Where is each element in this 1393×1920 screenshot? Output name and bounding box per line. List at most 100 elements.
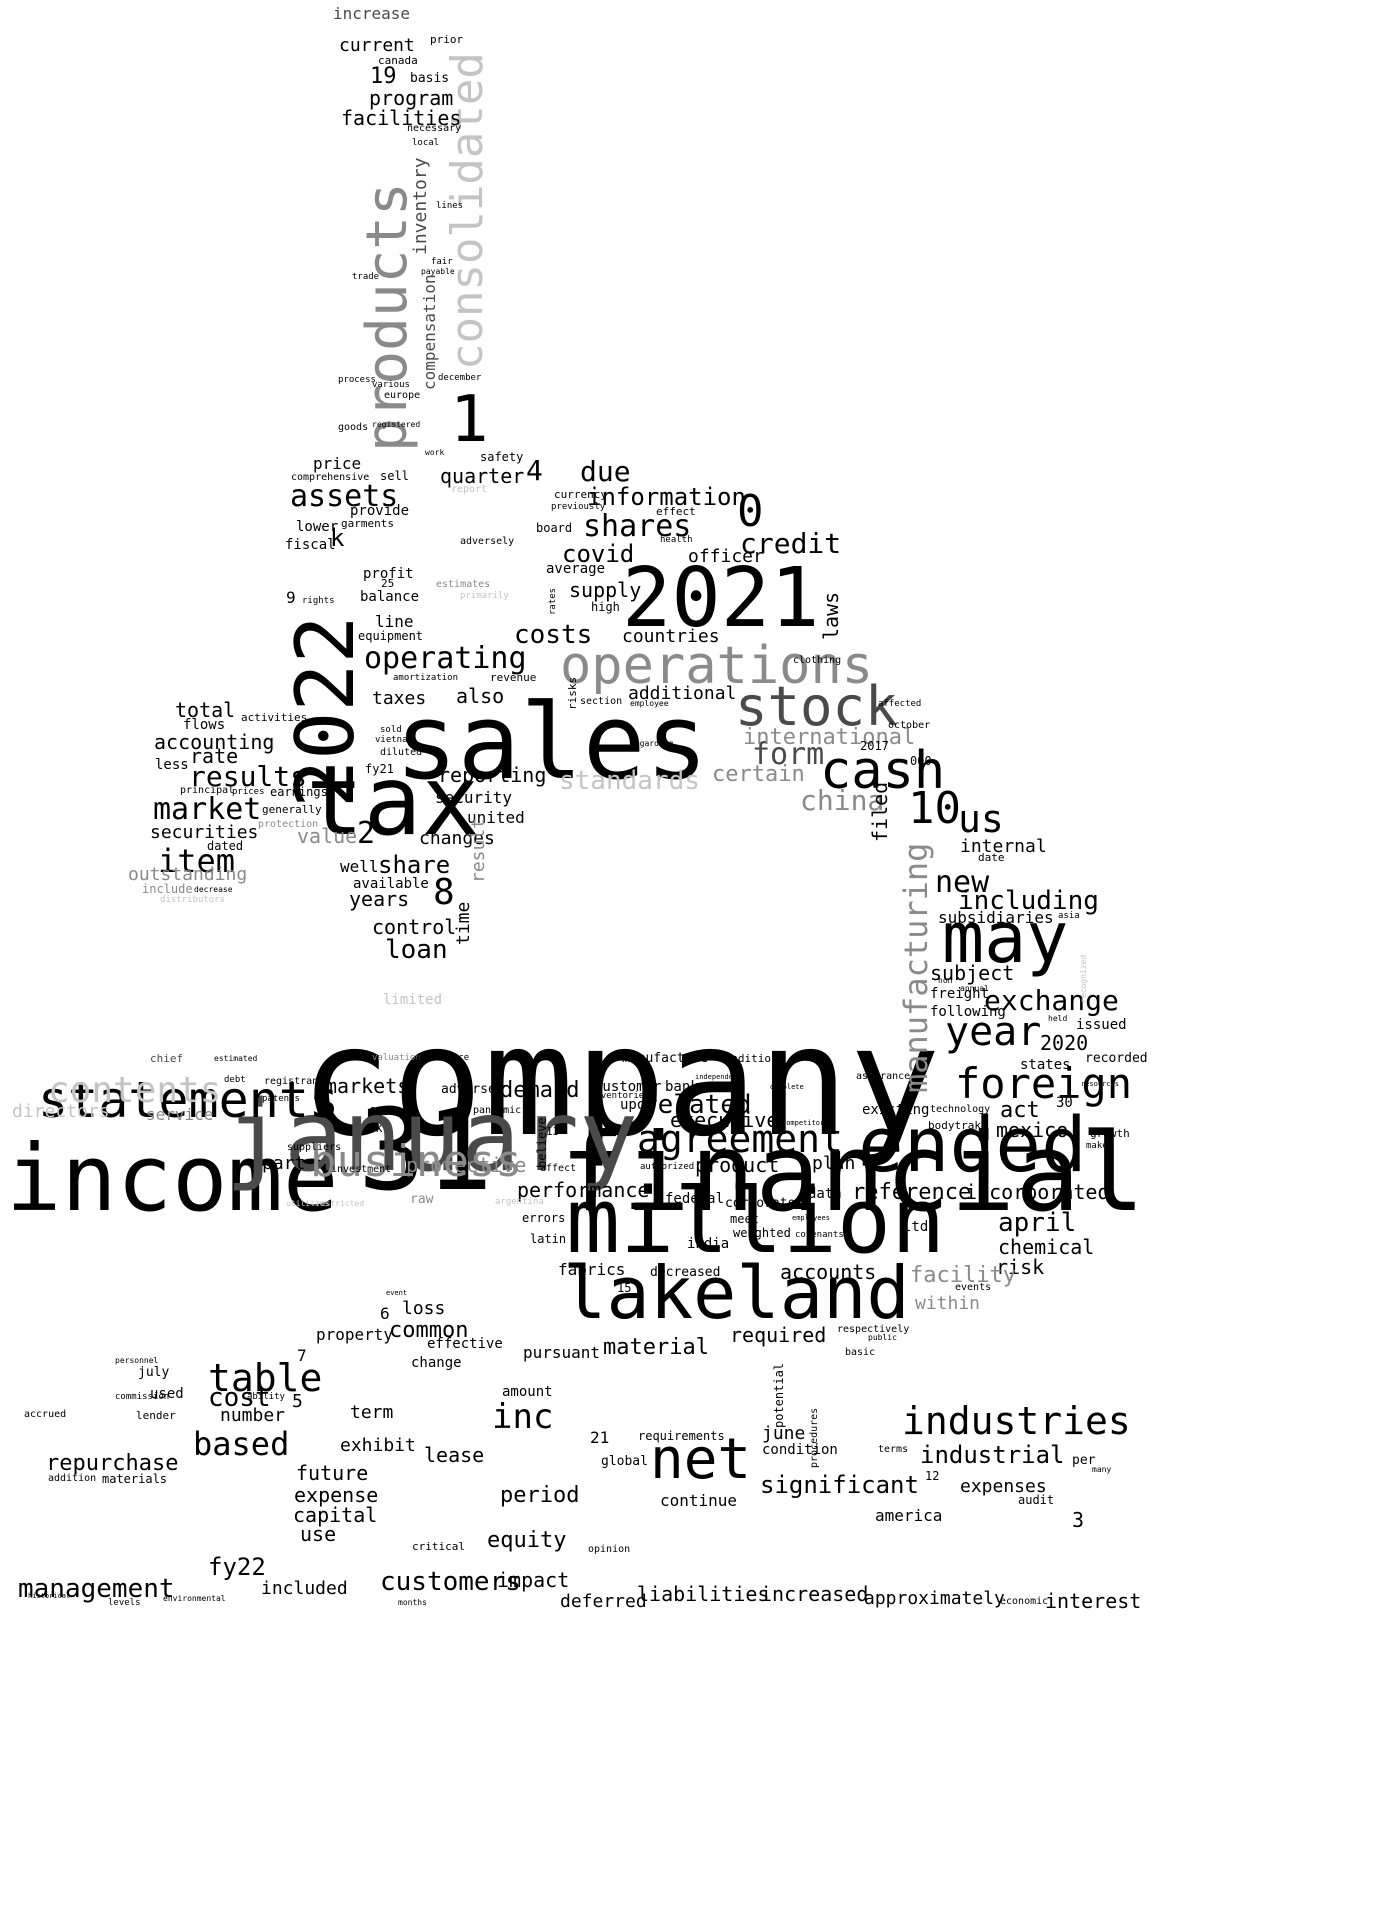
word-table: table bbox=[208, 1356, 323, 1400]
word-000: 000 bbox=[910, 754, 932, 768]
word-previously: previously bbox=[551, 502, 606, 512]
word-value: value bbox=[297, 824, 358, 848]
word-industries: industries bbox=[902, 1399, 1131, 1443]
word-international: international bbox=[743, 725, 916, 750]
word-item: item bbox=[158, 842, 236, 880]
word-bodytrak: bodytrak bbox=[928, 1119, 981, 1132]
word-lease: lease bbox=[424, 1443, 485, 1467]
word-within: within bbox=[915, 1293, 981, 1314]
word-chemical: chemical bbox=[998, 1235, 1095, 1259]
word-issued: issued bbox=[1076, 1017, 1127, 1033]
word-contents: contents bbox=[48, 1070, 222, 1111]
word-dated: dated bbox=[207, 839, 244, 853]
word-employee: employee bbox=[630, 699, 669, 708]
word-laws: laws bbox=[819, 591, 843, 640]
word-due: due bbox=[580, 455, 631, 488]
word-information: information bbox=[587, 483, 746, 511]
word-addition: addition bbox=[48, 1473, 97, 1484]
word-additional: additional bbox=[628, 683, 737, 704]
word-july: july bbox=[138, 1365, 170, 1380]
word-quarter: quarter bbox=[440, 464, 525, 488]
word-fiscal: fiscal bbox=[285, 537, 336, 553]
word-potential: potential bbox=[772, 1362, 786, 1428]
word-repurchase: repurchase bbox=[46, 1451, 179, 1476]
word-stock: stock bbox=[735, 675, 898, 738]
word-bank: bank bbox=[665, 1079, 699, 1095]
word-income: income bbox=[6, 1125, 339, 1232]
word-health: health bbox=[660, 535, 693, 545]
word-control: control bbox=[372, 915, 457, 939]
word-sold: sold bbox=[380, 725, 402, 735]
word-business: business bbox=[310, 1136, 522, 1187]
word-average: average bbox=[546, 561, 606, 577]
word-directors: directors bbox=[12, 1101, 110, 1122]
word-agreement: agreement bbox=[637, 1117, 843, 1161]
word-balance: balance bbox=[360, 589, 420, 605]
word-comprehensive: comprehensive bbox=[291, 472, 370, 483]
word-estimated: estimated bbox=[214, 1054, 258, 1063]
word-date: date bbox=[978, 851, 1005, 864]
word-freight: freight bbox=[930, 986, 990, 1002]
word-sell: sell bbox=[380, 469, 409, 483]
word-audit: audit bbox=[1018, 1493, 1055, 1507]
word-certain: certain bbox=[712, 762, 805, 787]
word-affect: affect bbox=[540, 1163, 577, 1174]
word-obsolete: obsolete bbox=[770, 1083, 804, 1091]
word-lines: lines bbox=[436, 201, 464, 211]
word-market: market bbox=[153, 792, 262, 827]
word-program: program bbox=[369, 86, 454, 110]
word-include: include bbox=[142, 882, 193, 896]
word-use: use bbox=[300, 1522, 337, 1546]
word-performance: performance bbox=[517, 1178, 650, 1202]
word-outstanding: outstanding bbox=[128, 864, 248, 885]
word-utilities: utilities bbox=[286, 1199, 330, 1208]
word-growth: growth bbox=[1090, 1127, 1130, 1140]
word-goods: goods bbox=[338, 422, 369, 433]
word-report: report bbox=[451, 484, 488, 495]
word-currency: currency bbox=[554, 488, 607, 501]
word-uk: uk bbox=[368, 1121, 383, 1135]
word-fabrics: fabrics bbox=[558, 1260, 626, 1279]
word-demand: demand bbox=[500, 1078, 580, 1103]
word-interest: interest bbox=[1045, 1589, 1142, 1613]
word-9: 9 bbox=[286, 588, 296, 607]
word-lower: lower bbox=[296, 519, 339, 535]
word-costs: costs bbox=[514, 620, 593, 650]
word-necessary: necessary bbox=[407, 123, 462, 134]
word-october: october bbox=[888, 720, 931, 731]
word-levels: levels bbox=[108, 1598, 141, 1608]
word-also: also bbox=[456, 684, 505, 708]
word-equity: equity bbox=[487, 1528, 567, 1553]
word-amount: amount bbox=[502, 1384, 553, 1400]
word-tax: tax bbox=[306, 745, 480, 857]
word-sales: sales bbox=[395, 681, 709, 803]
word-changes: changes bbox=[419, 828, 495, 849]
word-rate: rate bbox=[190, 744, 239, 768]
word-year: year bbox=[945, 1009, 1042, 1055]
word-diluted: diluted bbox=[380, 747, 423, 758]
word-management: management bbox=[18, 1574, 175, 1604]
word-may: may bbox=[942, 897, 1069, 979]
word-customers: customers bbox=[380, 1567, 521, 1597]
word-commission: commission bbox=[115, 1392, 170, 1402]
word-6: 6 bbox=[380, 1304, 390, 1323]
word-8: 8 bbox=[433, 872, 455, 913]
word-property: property bbox=[316, 1325, 394, 1344]
word-effective: effective bbox=[427, 1336, 503, 1352]
word-believe: believe bbox=[535, 1117, 549, 1168]
word-line: line bbox=[375, 612, 414, 631]
word-basis: basis bbox=[410, 71, 450, 86]
word-restricted: restricted bbox=[316, 1199, 365, 1208]
word-accordance: accordance bbox=[415, 1053, 470, 1063]
word-assets: assets bbox=[290, 479, 399, 514]
word-ended: ended bbox=[858, 1100, 1087, 1189]
word-securities: securities bbox=[150, 822, 259, 843]
word-process: process bbox=[338, 375, 376, 385]
word-30: 30 bbox=[1056, 1095, 1073, 1111]
word-generally: generally bbox=[262, 803, 322, 816]
word-following: following bbox=[930, 1004, 1006, 1020]
word-conditions: conditions bbox=[718, 1052, 785, 1065]
word-1: 1 bbox=[450, 383, 489, 457]
word-operating: operating bbox=[364, 641, 527, 676]
